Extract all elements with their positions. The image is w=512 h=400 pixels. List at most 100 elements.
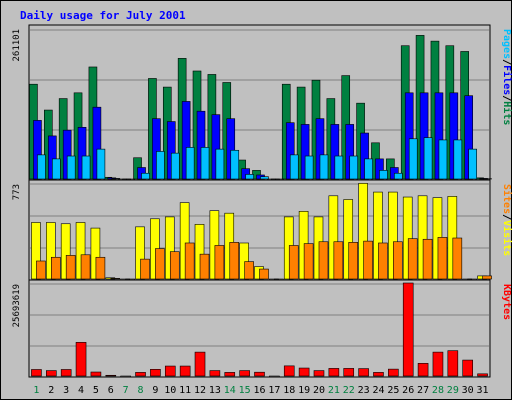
day-label-17: 17 (268, 385, 280, 396)
bar-kbytes-day-28 (432, 351, 444, 377)
bar-pages-day-21 (334, 155, 344, 180)
day-label-21: 21 (328, 385, 340, 396)
bar-visits-day-5 (90, 227, 101, 280)
panel-scale-label: 261101 (12, 29, 22, 62)
bar-pages-day-9 (156, 151, 165, 180)
day-label-26: 26 (402, 385, 414, 396)
bar-pages-day-14 (230, 149, 240, 180)
bar-pages-day-28 (438, 139, 448, 180)
bar-kbytes-day-27 (417, 363, 429, 377)
bar-kbytes-day-24 (373, 372, 384, 377)
panel-side-label: KBytes (501, 284, 512, 320)
day-label-5: 5 (93, 385, 99, 396)
bar-kbytes-day-1 (31, 369, 42, 377)
bar-visits-day-8 (135, 226, 145, 280)
day-label-8: 8 (138, 385, 144, 396)
side-label-part: Visits (501, 220, 512, 256)
bar-visits-day-24 (373, 191, 383, 280)
bar-sites-day-10 (169, 251, 180, 280)
day-label-9: 9 (152, 385, 158, 396)
side-label-part: / (501, 95, 512, 101)
day-label-29: 29 (447, 385, 459, 396)
bar-visits-day-29 (447, 196, 458, 280)
day-label-20: 20 (313, 385, 325, 396)
bar-kbytes-day-30 (462, 359, 473, 377)
bar-kbytes-day-4 (75, 342, 87, 377)
side-label-part: Hits (501, 101, 512, 125)
bar-kbytes-day-14 (224, 372, 236, 377)
bar-pages-day-20 (319, 154, 329, 180)
bar-pages-day-22 (349, 155, 359, 180)
side-label-part: / (501, 214, 512, 220)
day-label-24: 24 (372, 385, 384, 396)
bar-pages-day-4 (81, 155, 91, 180)
bar-visits-day-10 (164, 216, 175, 280)
bar-visits-day-27 (417, 195, 428, 280)
bar-kbytes-day-18 (283, 365, 295, 377)
bar-visits-day-1 (31, 222, 41, 280)
day-label-2: 2 (48, 385, 54, 396)
bar-kbytes-day-3 (60, 369, 72, 377)
day-label-12: 12 (194, 385, 206, 396)
bar-kbytes-day-29 (447, 350, 459, 377)
bar-visits-day-13 (209, 210, 220, 280)
bar-pages-day-30 (468, 148, 477, 180)
day-label-23: 23 (358, 385, 370, 396)
bar-kbytes-day-15 (239, 370, 250, 377)
bar-sites-day-15 (244, 261, 254, 280)
bar-sites-day-8 (140, 258, 150, 280)
bar-sites-day-22 (348, 242, 359, 280)
day-label-31: 31 (477, 385, 489, 396)
bar-sites-day-27 (422, 238, 433, 280)
day-label-27: 27 (417, 385, 429, 396)
bar-sites-day-16 (259, 268, 269, 280)
side-label-part: Files (501, 65, 512, 95)
bar-sites-day-31 (482, 275, 492, 280)
bar-kbytes-day-13 (209, 370, 221, 377)
bar-kbytes-day-5 (90, 371, 102, 377)
day-label-25: 25 (387, 385, 399, 396)
bar-pages-day-6 (111, 178, 121, 180)
bar-pages-day-23 (364, 158, 373, 180)
bar-visits-day-23 (358, 183, 368, 280)
bar-pages-day-24 (379, 170, 388, 180)
bar-sites-day-3 (65, 255, 76, 280)
bar-pages-day-1 (37, 154, 46, 180)
chart-title: Daily usage for July 2001 (20, 9, 186, 22)
side-label-part: Pages (501, 29, 512, 59)
bar-sites-day-26 (407, 238, 418, 280)
panel-scale-label: 25693619 (12, 284, 22, 327)
bar-pages-day-3 (66, 155, 76, 180)
bar-sites-day-9 (155, 248, 165, 280)
bar-kbytes-day-19 (298, 367, 310, 377)
panel-scale-label: 773 (12, 184, 22, 200)
bar-sites-day-24 (378, 242, 388, 280)
day-label-30: 30 (462, 385, 474, 396)
day-label-1: 1 (33, 385, 39, 396)
bar-sites-day-2 (51, 256, 61, 280)
day-label-16: 16 (253, 385, 265, 396)
bar-visits-day-12 (194, 224, 205, 280)
bar-kbytes-day-9 (150, 369, 161, 377)
bar-sites-day-14 (229, 242, 240, 280)
bar-pages-day-15 (245, 174, 254, 180)
bar-sites-day-28 (437, 237, 448, 280)
panel-frame-kbytes (28, 279, 491, 378)
bar-sites-day-6 (110, 278, 121, 280)
day-label-15: 15 (239, 385, 251, 396)
bar-visits-day-4 (75, 222, 86, 280)
bar-kbytes-day-7 (120, 375, 131, 378)
bar-pages-day-19 (304, 155, 314, 180)
bar-sites-day-4 (80, 254, 91, 280)
bar-kbytes-day-10 (164, 365, 176, 377)
bar-kbytes-day-26 (402, 282, 414, 377)
bar-sites-day-29 (452, 237, 463, 280)
bar-kbytes-day-22 (343, 368, 355, 377)
bar-sites-day-18 (288, 245, 299, 280)
day-label-14: 14 (224, 385, 236, 396)
day-label-13: 13 (209, 385, 221, 396)
bar-pages-day-11 (185, 147, 195, 180)
bar-sites-day-20 (318, 241, 329, 280)
bar-pages-day-27 (423, 137, 433, 180)
bar-sites-day-13 (214, 245, 225, 280)
